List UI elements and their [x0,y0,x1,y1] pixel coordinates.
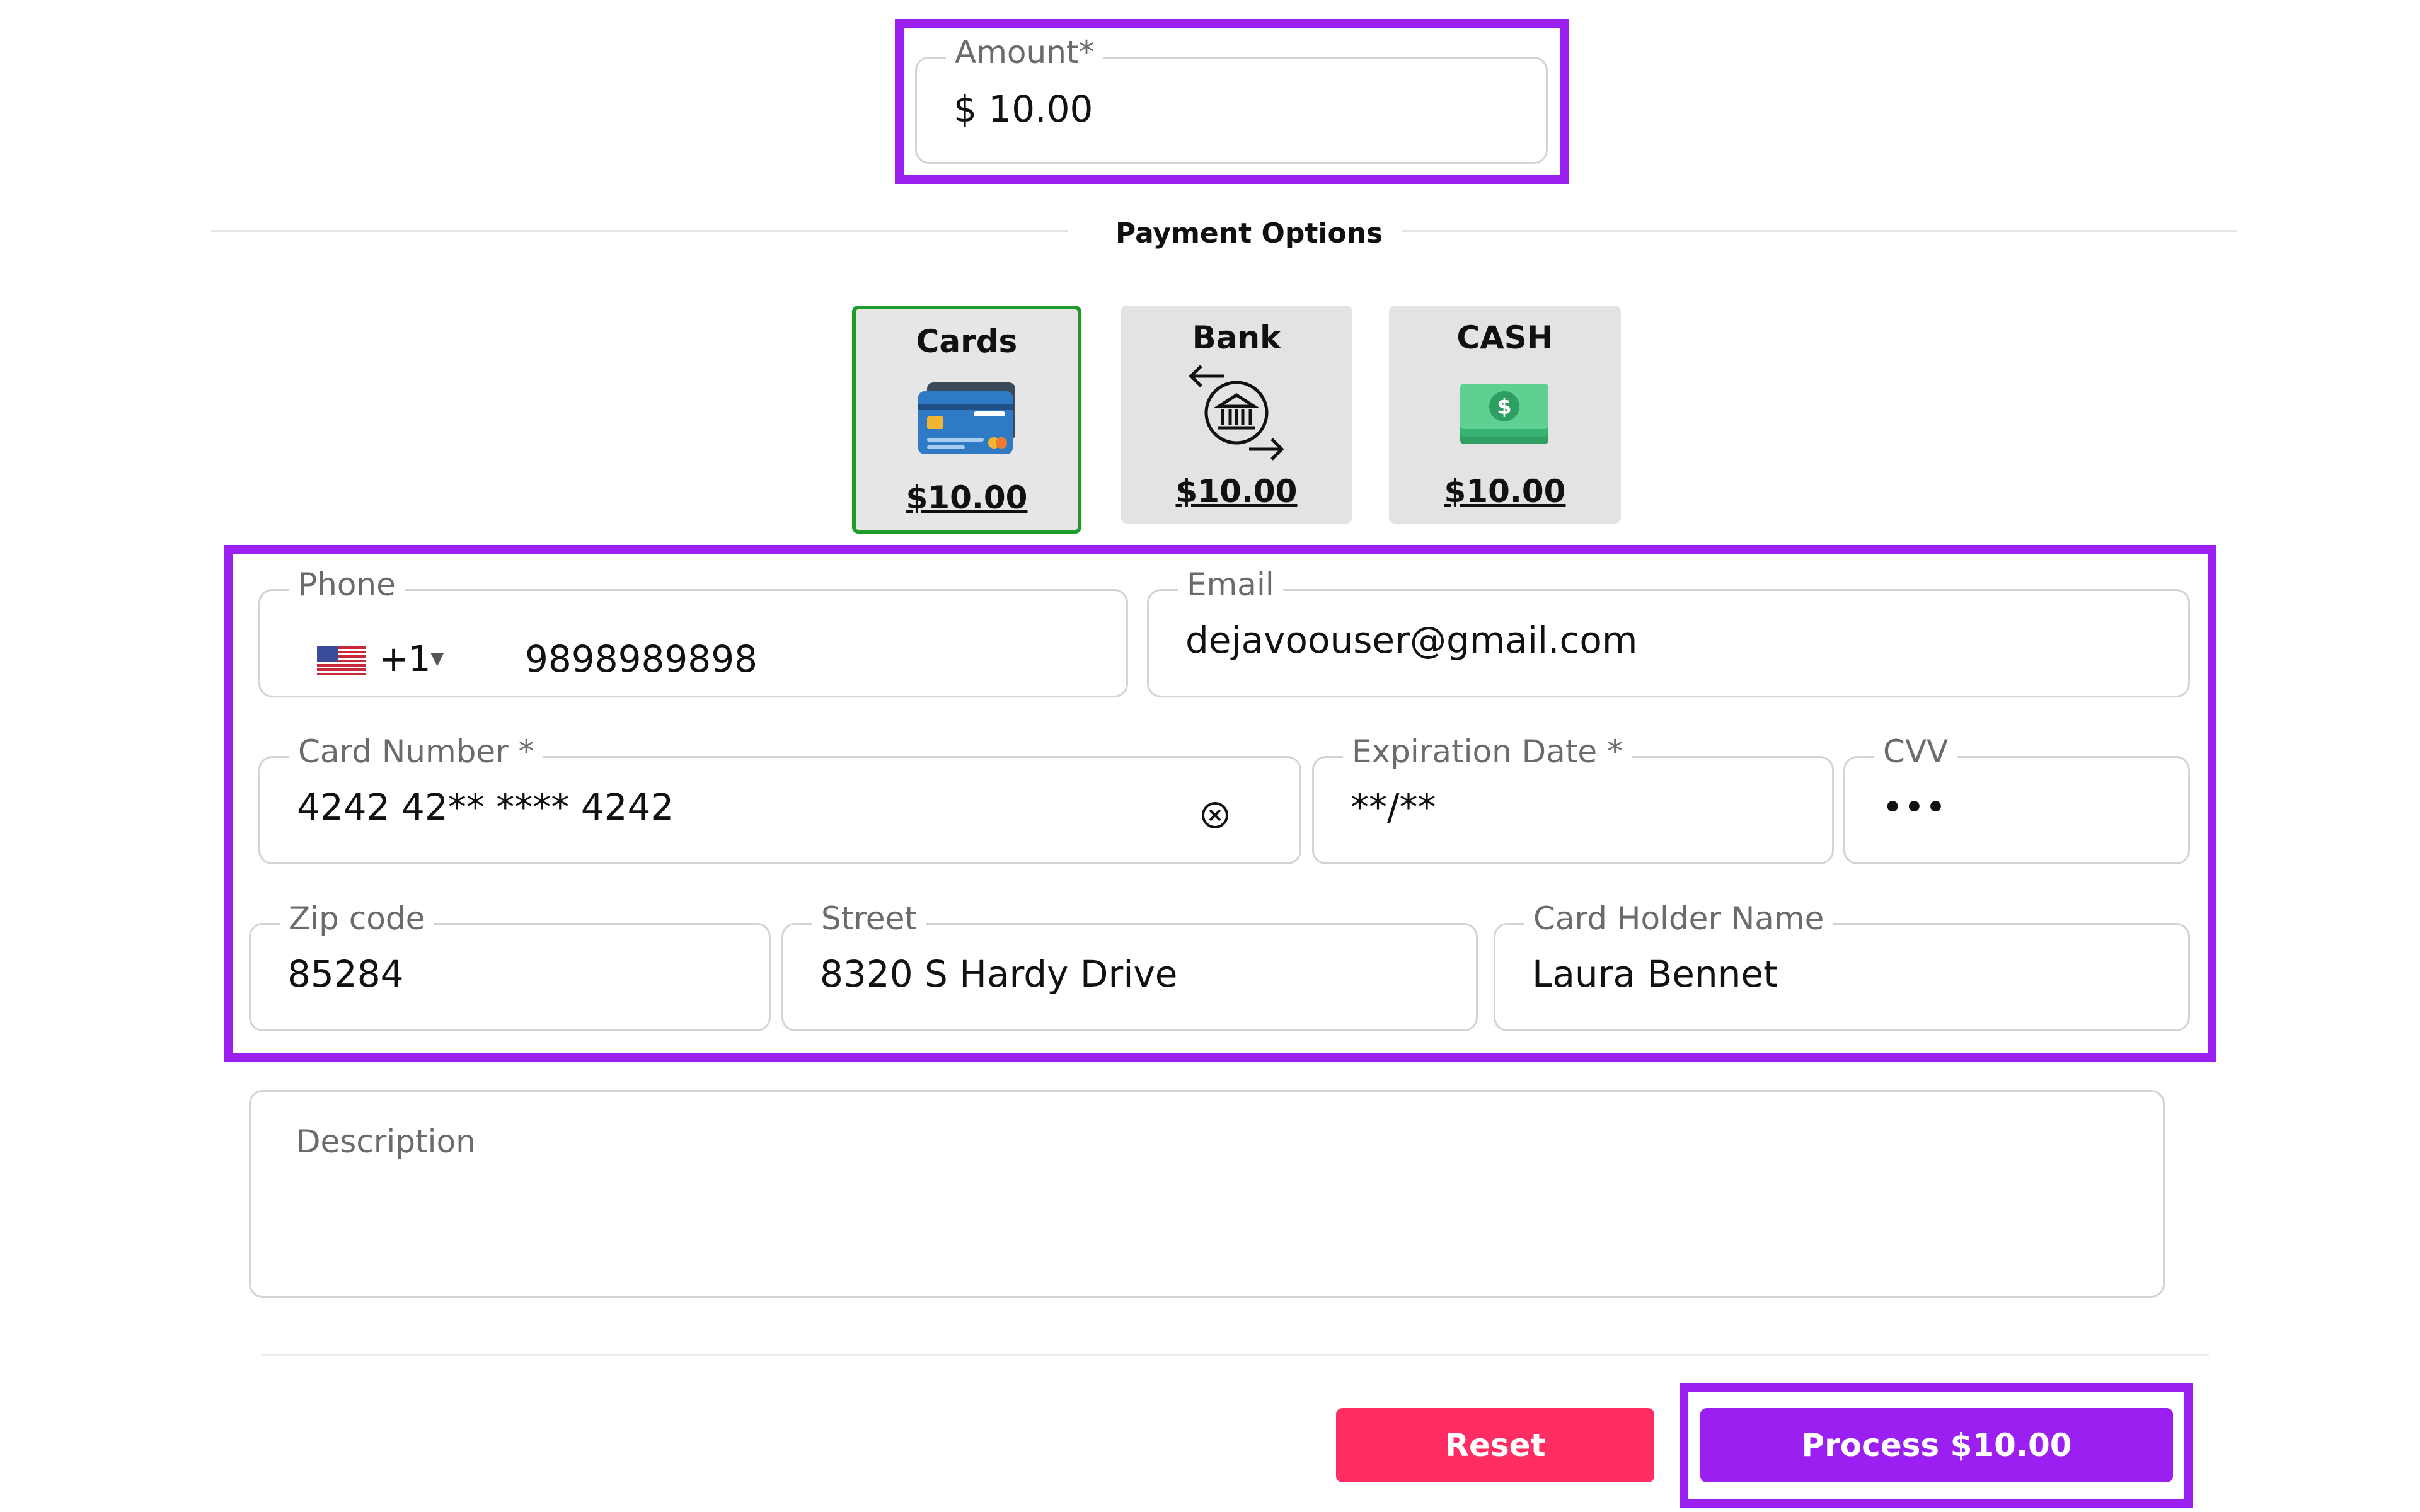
zip-input[interactable]: 85284 [287,953,404,995]
chevron-down-icon[interactable]: ▼ [430,648,444,668]
payment-option-cash[interactable]: CASH $ $10.00 [1389,306,1621,524]
payment-option-cash-label: CASH [1456,319,1553,356]
svg-text:$: $ [1497,394,1512,420]
card-holder-field[interactable]: Card Holder Name Laura Bennet [1494,900,2190,1031]
country-code[interactable]: +1 [379,639,431,680]
description-input[interactable]: Description [296,1123,476,1160]
payment-option-bank[interactable]: Bank $10.00 [1121,306,1352,524]
clear-icon[interactable] [1199,799,1231,833]
expiration-field[interactable]: Expiration Date * **/** [1312,733,1834,864]
bank-transfer-icon [1180,362,1293,466]
divider-right [1402,230,2237,232]
cvv-input[interactable]: ••• [1882,786,1947,828]
street-label: Street [812,900,926,937]
phone-label: Phone [289,566,405,604]
credit-card-icon [913,380,1020,464]
cash-icon: $ [1458,381,1552,453]
street-input[interactable]: 8320 S Hardy Drive [820,953,1178,995]
payment-option-bank-amount: $10.00 [1175,473,1298,510]
payment-option-bank-label: Bank [1192,319,1281,356]
divider-left [211,230,1068,232]
email-label: Email [1178,566,1283,604]
zip-field[interactable]: Zip code 85284 [249,900,771,1031]
amount-label: Amount* [946,33,1103,71]
amount-input[interactable]: $ 10.00 [954,88,1093,130]
phone-field[interactable]: Phone +1 ▼ 9898989898 [258,566,1128,697]
cvv-field[interactable]: CVV ••• [1843,733,2190,864]
payment-option-cash-amount: $10.00 [1444,473,1566,510]
payment-option-cards-label: Cards [916,323,1018,360]
expiration-label: Expiration Date * [1343,733,1632,770]
payment-option-cards-amount: $10.00 [906,479,1028,516]
cvv-label: CVV [1874,733,1957,770]
street-field[interactable]: Street 8320 S Hardy Drive [781,900,1478,1031]
us-flag-icon[interactable] [317,646,366,675]
payment-options-title: Payment Options [1115,217,1383,249]
amount-field[interactable]: Amount* $ 10.00 [915,33,1548,164]
description-field[interactable]: Description [249,1090,2165,1298]
card-number-field[interactable]: Card Number * 4242 42** **** 4242 [258,733,1301,864]
email-input[interactable]: dejavoouser@gmail.com [1185,619,1638,662]
actions-divider [262,1354,2209,1356]
card-holder-input[interactable]: Laura Bennet [1532,953,1778,995]
email-field[interactable]: Email dejavoouser@gmail.com [1147,566,2190,697]
card-holder-label: Card Holder Name [1524,900,1833,937]
zip-label: Zip code [280,900,434,937]
reset-button[interactable]: Reset [1336,1408,1654,1482]
card-number-label: Card Number * [289,733,543,770]
process-button[interactable]: Process $10.00 [1700,1408,2173,1482]
phone-input[interactable]: 9898989898 [525,638,758,680]
expiration-input[interactable]: **/** [1351,786,1436,828]
payment-option-cards[interactable]: Cards $10.00 [852,306,1081,534]
card-number-input[interactable]: 4242 42** **** 4242 [297,786,674,828]
